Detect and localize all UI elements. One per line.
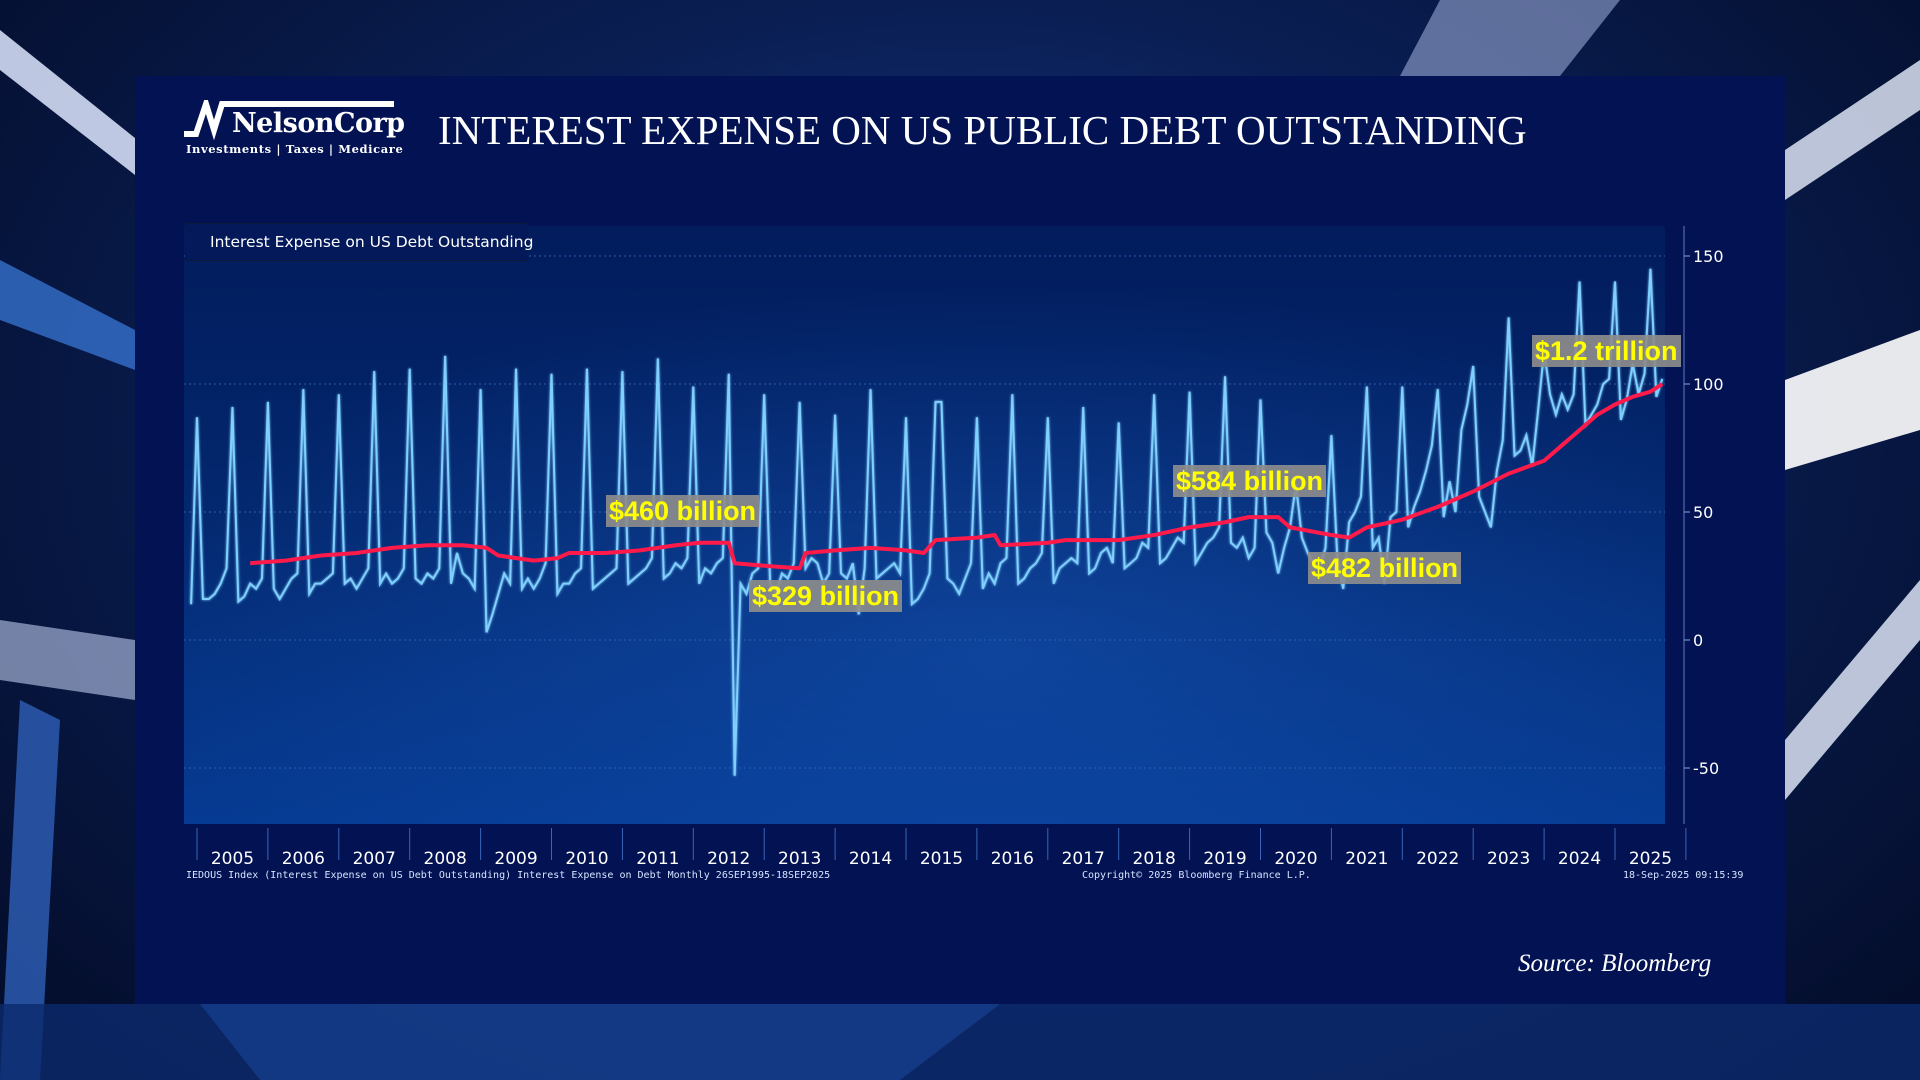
x-tick-label: 2008 [424,849,467,869]
annotation-329-billion: $329 billion [749,580,903,612]
source-note: Source: Bloomberg [1518,950,1712,977]
x-tick-label: 2011 [636,849,679,869]
x-tick-label: 2010 [565,849,608,869]
annotation-482-billion: $482 billion [1308,552,1462,584]
x-tick-label: 2014 [849,849,892,869]
x-tick-label: 2009 [494,849,537,869]
series-line-12-month-average [250,382,1664,571]
x-tick-label: 2013 [778,849,821,869]
y-tick-label: -50 [1693,759,1719,778]
annotation-584-billion: $584 billion [1173,465,1327,497]
x-tick-label: 2025 [1629,849,1672,869]
chart-legend: Interest Expense on US Debt Outstanding [185,223,533,261]
x-tick-label: 2016 [991,849,1034,869]
x-tick-label: 2023 [1487,849,1530,869]
nelsoncorp-logo: NelsonCorp Investments | Taxes | Medicar… [184,94,405,162]
x-tick-label: 2022 [1416,849,1459,869]
x-tick-label: 2021 [1345,849,1388,869]
x-tick-label: 2020 [1274,849,1317,869]
x-tick-label: 2005 [211,849,254,869]
timestamp: 18-Sep-2025 09:15:39 [1623,870,1744,881]
y-tick-label: 100 [1693,375,1724,394]
page-title: INTEREST EXPENSE ON US PUBLIC DEBT OUTST… [438,107,1527,153]
y-tick-label: 150 [1693,247,1724,266]
legend-label: Interest Expense on US Debt Outstanding [210,233,534,251]
x-tick-label: 2006 [282,849,325,869]
x-tick-label: 2017 [1062,849,1105,869]
x-tick-label: 2019 [1203,849,1246,869]
copyright: Copyright© 2025 Bloomberg Finance L.P. [1082,870,1311,881]
annotation-1-2-trillion: $1.2 trillion [1532,335,1681,367]
x-tick-label: 2015 [920,849,963,869]
x-tick-label: 2012 [707,849,750,869]
logo-name: NelsonCorp [232,108,405,139]
x-tick-label: 2024 [1558,849,1601,869]
annotation-460-billion: $460 billion [606,495,760,527]
x-tick-label: 2007 [353,849,396,869]
y-tick-label: 0 [1693,631,1703,650]
index-description: IEDOUS Index (Interest Expense on US Deb… [186,870,831,881]
logo-mark-icon [184,94,394,141]
y-tick-label: 50 [1693,503,1713,522]
series-line-interest-expense [190,268,1664,776]
x-tick-label: 2018 [1133,849,1176,869]
logo-tagline: Investments | Taxes | Medicare [186,142,404,156]
